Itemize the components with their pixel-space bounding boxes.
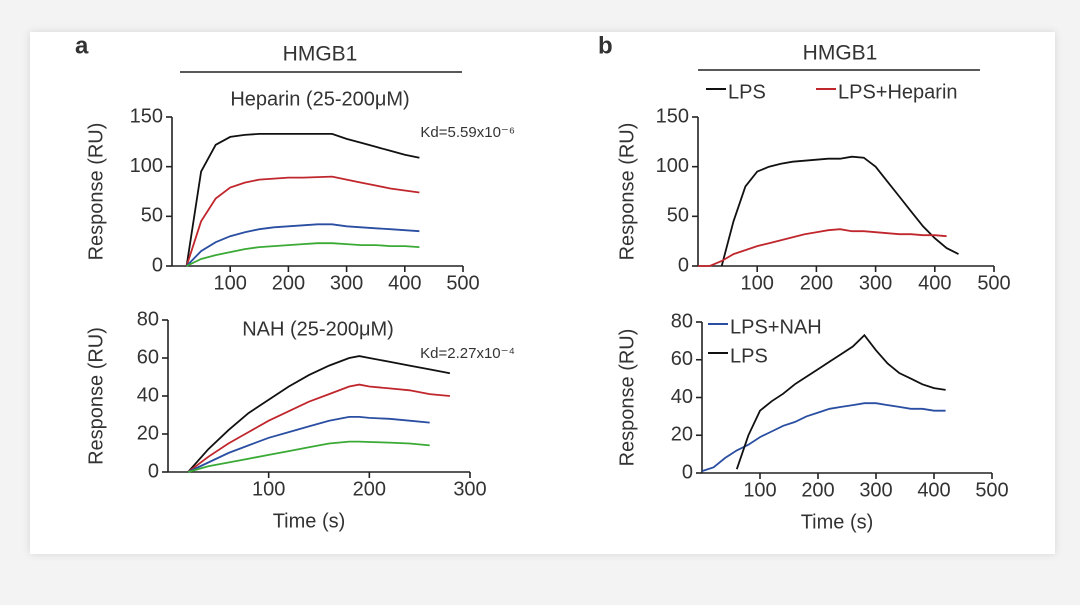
y-tick-label: 0 (152, 254, 163, 276)
legend-label: LPS (728, 81, 766, 103)
x-tick-label: 300 (859, 272, 892, 294)
x-tick-label: 100 (741, 272, 774, 294)
y-axis-label: Response (RU) (616, 329, 638, 467)
x-tick-label: 100 (743, 479, 776, 501)
data-line (187, 440, 430, 473)
x-axis-label: Time (s) (801, 511, 874, 533)
data-line (185, 133, 420, 267)
data-line (187, 383, 450, 473)
data-line (701, 402, 946, 472)
x-tick-label: 300 (330, 272, 363, 294)
x-tick-label: 300 (453, 478, 486, 500)
data-line (185, 175, 420, 267)
y-tick-label: 0 (682, 461, 693, 483)
y-tick-label: 100 (656, 155, 689, 177)
panel-label: b (598, 32, 613, 59)
x-tick-label: 100 (214, 272, 247, 294)
y-tick-label: 0 (678, 254, 689, 276)
y-tick-label: 50 (141, 205, 163, 227)
y-tick-label: 60 (671, 348, 693, 370)
chart-title: NAH (25-200μM) (242, 318, 394, 340)
x-tick-label: 200 (801, 479, 834, 501)
x-tick-label: 500 (975, 479, 1008, 501)
y-tick-label: 60 (137, 346, 159, 368)
y-tick-label: 150 (656, 105, 689, 127)
data-line (735, 333, 946, 470)
annotation: Kd=5.59x10⁻⁶ (420, 124, 515, 141)
data-line (187, 416, 430, 473)
panel-header: HMGB1 (283, 43, 358, 66)
panel-header: HMGB1 (803, 42, 878, 65)
y-tick-label: 20 (671, 424, 693, 446)
x-tick-label: 200 (353, 478, 386, 500)
x-tick-label: 200 (800, 272, 833, 294)
x-tick-label: 500 (446, 272, 479, 294)
legend-label: LPS+Heparin (838, 81, 958, 103)
y-tick-label: 40 (671, 386, 693, 408)
x-tick-label: 300 (859, 479, 892, 501)
x-tick-label: 200 (272, 272, 305, 294)
legend-label: LPS+NAH (730, 316, 822, 338)
data-line (187, 355, 451, 473)
legend-label: LPS (730, 345, 768, 367)
x-tick-label: 400 (917, 479, 950, 501)
y-tick-label: 100 (130, 155, 163, 177)
y-tick-label: 50 (667, 205, 689, 227)
panel-label: a (75, 32, 89, 59)
x-tick-label: 400 (918, 272, 951, 294)
data-line (186, 242, 420, 267)
y-tick-label: 0 (148, 460, 159, 482)
data-line (698, 228, 947, 267)
annotation: Kd=2.27x10⁻⁴ (420, 345, 515, 362)
x-tick-label: 400 (388, 272, 421, 294)
data-line (185, 223, 420, 267)
data-line (720, 155, 959, 267)
y-axis-label: Response (RU) (616, 123, 638, 261)
y-tick-label: 80 (671, 310, 693, 332)
chart-title: Heparin (25-200μM) (230, 88, 409, 110)
y-tick-label: 20 (137, 422, 159, 444)
y-axis-label: Response (RU) (85, 327, 107, 465)
x-tick-label: 100 (252, 478, 285, 500)
x-axis-label: Time (s) (273, 510, 346, 532)
y-tick-label: 80 (137, 308, 159, 330)
y-axis-label: Response (RU) (85, 123, 107, 261)
x-tick-label: 500 (977, 272, 1010, 294)
y-tick-label: 40 (137, 384, 159, 406)
y-tick-label: 150 (130, 105, 163, 127)
